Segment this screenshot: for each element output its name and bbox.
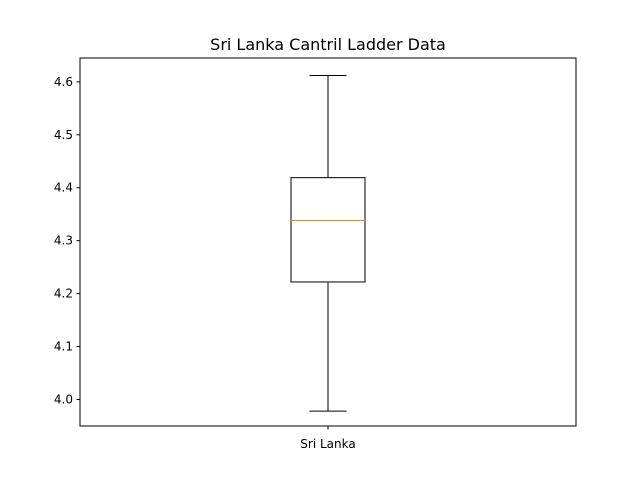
x-tick-label: Sri Lanka — [300, 437, 355, 451]
plot-marks — [290, 74, 366, 412]
y-axis: 4.0 4.1 4.2 4.3 4.4 4.5 4.6 — [54, 75, 80, 407]
iqr-box — [290, 177, 366, 283]
y-tick-label: 4.0 — [54, 393, 73, 407]
chart-title: Sri Lanka Cantril Ladder Data — [210, 35, 446, 54]
y-tick-label: 4.3 — [54, 234, 73, 248]
y-tick-label: 4.1 — [54, 340, 73, 354]
y-tick-label: 4.5 — [54, 128, 73, 142]
y-tick-label: 4.6 — [54, 75, 73, 89]
y-tick-label: 4.2 — [54, 287, 73, 301]
x-axis: Sri Lanka — [300, 426, 356, 451]
y-tick-label: 4.4 — [54, 181, 73, 195]
